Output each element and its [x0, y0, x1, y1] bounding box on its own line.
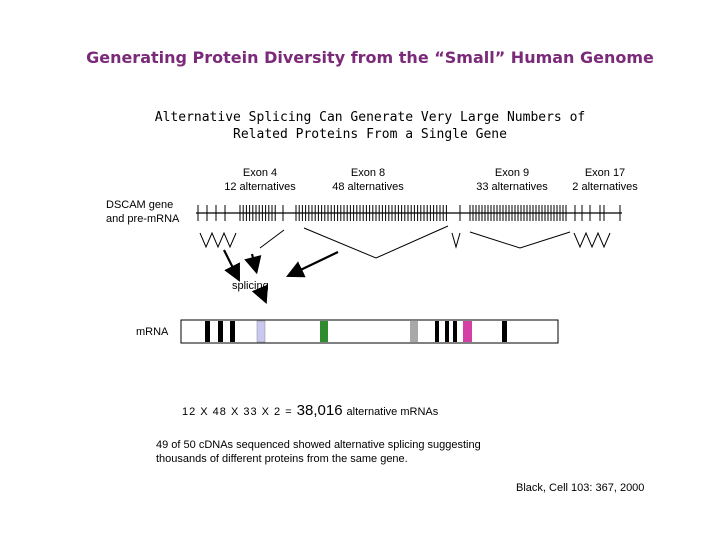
- exon17-name: Exon 17: [584, 167, 626, 179]
- mrna-exon-black-7: [502, 321, 507, 342]
- mrna-exon-black-6: [453, 321, 457, 342]
- splice-arc-exon4: [259, 229, 285, 249]
- note: 49 of 50 cDNAs sequenced showed alternat…: [156, 438, 481, 466]
- exon8-name: Exon 8: [350, 167, 386, 179]
- calculation-equation: 12 X 48 X 33 X 2 =: [182, 406, 293, 418]
- gene-label-line-1: DSCAM gene: [106, 199, 174, 211]
- mrna-exons: [205, 320, 507, 343]
- gene-label-line-2: and pre-mRNA: [106, 213, 180, 225]
- splice-arc-exon9: [469, 231, 571, 249]
- note-line-2: thousands of different proteins from the…: [156, 453, 408, 465]
- exon4-alternatives: 12 alternatives: [224, 181, 296, 193]
- citation: Black, Cell 103: 367, 2000: [516, 482, 645, 494]
- exon9-alternatives: 33 alternatives: [476, 181, 548, 193]
- subtitle-line-1: Alternative Splicing Can Generate Very L…: [154, 110, 586, 125]
- mrna-transcript: [180, 319, 559, 344]
- exon4-name: Exon 4: [242, 167, 278, 179]
- mrna-box: [180, 319, 559, 344]
- exon9-name: Exon 9: [494, 167, 530, 179]
- mrna-exon-black-5: [445, 321, 449, 342]
- mrna-exon9-alternative: [410, 321, 418, 342]
- zigzag-right: [573, 231, 611, 249]
- gene-label: DSCAM gene and pre-mRNA: [106, 198, 179, 226]
- pre-mrna-gene: [196, 205, 622, 221]
- exon-ticks: [197, 205, 621, 221]
- mrna-exon-black-2: [218, 321, 223, 342]
- exon9-label: Exon 9 33 alternatives: [462, 166, 562, 194]
- mrna-exon-black-3: [230, 321, 235, 342]
- mrna-exon17-alternative: [463, 321, 472, 342]
- mrna-label: mRNA: [136, 326, 169, 338]
- calculation-suffix: alternative mRNAs: [346, 406, 439, 418]
- zigzag-middle: [451, 232, 461, 249]
- splicing-arrow-3: [286, 251, 339, 278]
- splice-connectors: [199, 225, 611, 259]
- exon17-alternatives: 2 alternatives: [572, 181, 638, 193]
- mrna-exon-black-1: [205, 321, 210, 342]
- exon17-label: Exon 17 2 alternatives: [555, 166, 655, 194]
- splicing-arrow-1: [223, 249, 240, 282]
- exon8-alternatives: 48 alternatives: [332, 181, 404, 193]
- splicing-arrows: [223, 249, 339, 305]
- exon4-label: Exon 4 12 alternatives: [210, 166, 310, 194]
- mrna-exon8-alternative: [320, 321, 328, 342]
- splicing-arrow-4: [251, 284, 269, 305]
- calculation: 12 X 48 X 33 X 2 = 38,016 alternative mRNA…: [182, 402, 438, 420]
- subtitle-line-2: Related Proteins From a Single Gene: [233, 127, 507, 142]
- zigzag-left: [199, 231, 237, 249]
- calculation-result: 38,016: [296, 402, 343, 419]
- note-line-1: 49 of 50 cDNAs sequenced showed alternat…: [156, 439, 481, 451]
- mrna-exon-black-4: [435, 321, 439, 342]
- mrna-exon4-alternative: [256, 320, 266, 343]
- page-title: Generating Protein Diversity from the “S…: [86, 48, 654, 67]
- exon8-label: Exon 8 48 alternatives: [318, 166, 418, 194]
- splicing-arrow-2: [244, 253, 262, 275]
- splice-arc-exon8: [303, 225, 449, 259]
